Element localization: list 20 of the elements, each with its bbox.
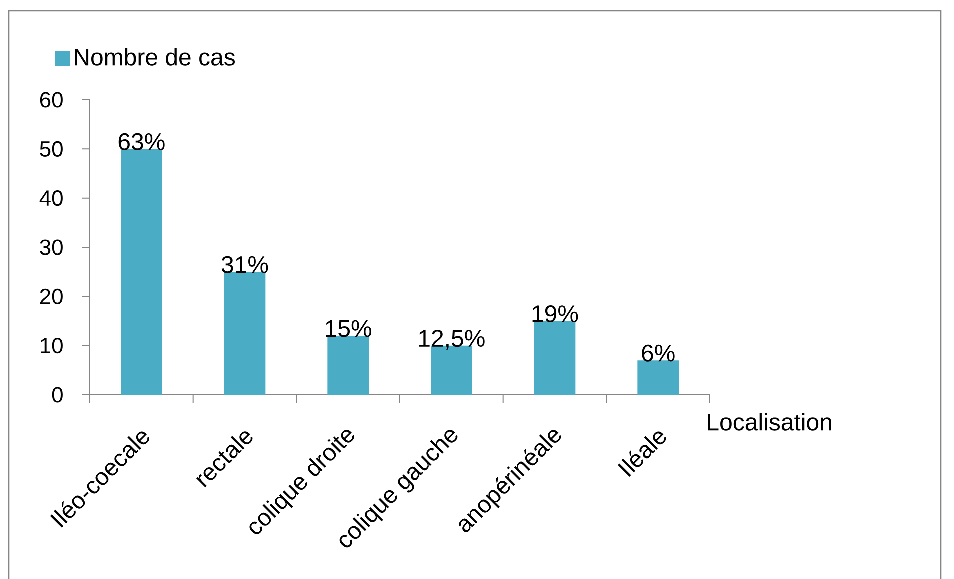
y-tick-label: 50 [40,141,63,157]
annotation: 19% [532,306,578,322]
bar [534,321,576,395]
y-tick-label: 60 [40,92,63,108]
bar [121,149,162,395]
y-tick-label: 30 [40,240,63,256]
bar [328,336,369,395]
annotation: 12,5% [419,330,485,350]
bar [224,272,266,395]
annotation: 31% [222,256,268,274]
x-axis-title: Localisation [708,413,832,431]
annotation: 63% [118,133,165,150]
annotation: 6% [642,344,675,362]
bar [638,360,679,395]
legend-label: Nombre de cas [75,48,235,66]
y-tick-label: 10 [41,338,63,354]
y-tick-label: 40 [40,190,63,206]
y-tick-label: 20 [40,288,63,304]
annotation: 15% [326,320,372,338]
y-tick-label: 0 [52,387,63,403]
